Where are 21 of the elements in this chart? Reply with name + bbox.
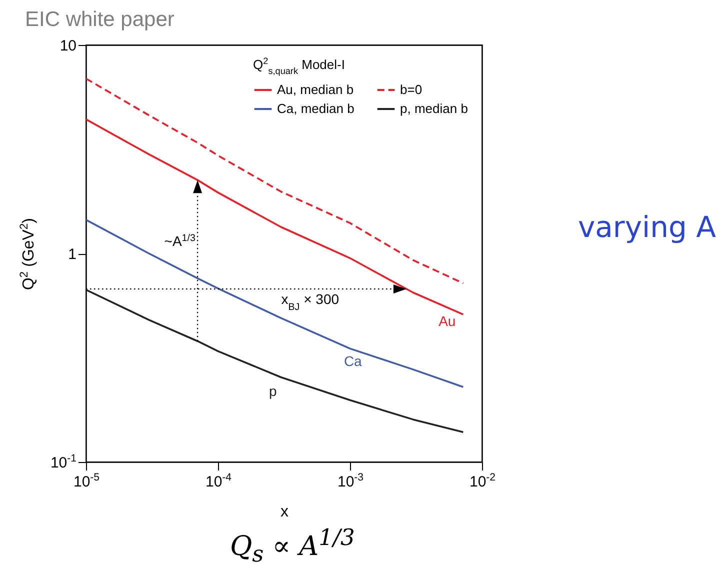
y-tick-label: 10$^{-1}$ xyxy=(50,452,77,472)
x-tick-label: 10$^{-2}$ xyxy=(469,472,496,490)
y-tick-label: 1 xyxy=(68,246,76,263)
x-axis-title: x xyxy=(280,504,288,520)
legend-label: Au, median b xyxy=(277,82,354,97)
annotation: p xyxy=(269,382,278,399)
legend-label: Ca, median b xyxy=(277,101,354,116)
text: varying A xyxy=(578,210,716,244)
annotation: ~A$^{1/3}$ xyxy=(164,232,196,249)
x-tick-label: 10$^{-5}$ xyxy=(73,472,100,490)
legend-label: p, median b xyxy=(400,101,468,116)
x-tick-label: 10$^{-3}$ xyxy=(337,472,364,490)
text: Q$_{s}$ ∝ A$^{1/3}$ xyxy=(230,525,355,568)
x-tick-label: 10$^{-4}$ xyxy=(205,472,232,490)
annotation: Ca xyxy=(344,352,362,369)
chart-title: EIC white paper xyxy=(24,8,174,31)
annotation: Au xyxy=(438,312,456,329)
legend-title: Q$^{2}$$_{s,quark}$ Model-I xyxy=(253,56,345,76)
y-tick-label: 10 xyxy=(60,38,76,54)
annotation: x$_{BJ}$ × 300 xyxy=(281,290,340,312)
legend-label: b=0 xyxy=(400,82,422,97)
